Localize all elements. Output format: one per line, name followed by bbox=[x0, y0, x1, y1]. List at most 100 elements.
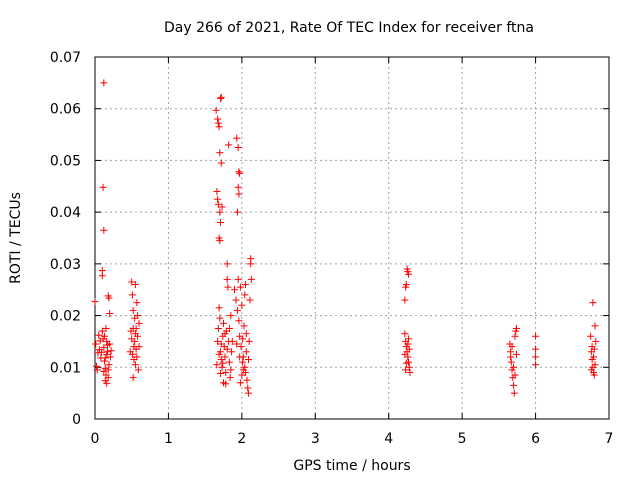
data-point bbox=[216, 208, 224, 216]
data-point bbox=[213, 361, 221, 369]
data-point bbox=[98, 348, 106, 356]
data-point bbox=[219, 359, 227, 367]
data-point bbox=[217, 93, 225, 101]
data-point bbox=[405, 270, 413, 278]
data-point bbox=[95, 331, 103, 339]
data-point bbox=[401, 350, 409, 358]
data-point bbox=[128, 291, 136, 299]
data-point bbox=[217, 369, 225, 377]
data-point bbox=[238, 301, 246, 309]
plot-frame bbox=[94, 56, 610, 420]
data-point bbox=[225, 358, 233, 366]
x-tick-label: 5 bbox=[458, 431, 467, 447]
data-point bbox=[217, 94, 225, 102]
data-point bbox=[132, 345, 140, 353]
y-tick-label: 0.04 bbox=[50, 205, 81, 221]
data-point bbox=[402, 359, 410, 367]
y-tick-label: 0.02 bbox=[50, 309, 81, 325]
data-point bbox=[226, 374, 234, 382]
data-point bbox=[129, 374, 137, 382]
data-point bbox=[589, 299, 597, 307]
data-point bbox=[228, 337, 236, 345]
data-point bbox=[512, 325, 520, 332]
data-point bbox=[233, 134, 241, 142]
data-point bbox=[214, 195, 222, 203]
data-point bbox=[94, 349, 102, 357]
data-point bbox=[216, 237, 224, 245]
data-point bbox=[239, 358, 247, 366]
data-point bbox=[234, 144, 242, 151]
data-point bbox=[215, 123, 223, 131]
grid-lines bbox=[95, 57, 609, 419]
data-point bbox=[220, 319, 227, 327]
data-point bbox=[247, 275, 255, 283]
data-point bbox=[100, 79, 108, 87]
y-tick-label: 0.03 bbox=[50, 257, 81, 273]
data-point bbox=[401, 296, 409, 304]
data-point bbox=[93, 366, 101, 374]
data-point bbox=[238, 371, 246, 379]
data-point bbox=[590, 345, 598, 353]
data-point bbox=[587, 332, 595, 340]
data-point bbox=[235, 168, 243, 176]
data-point bbox=[590, 371, 598, 379]
data-point bbox=[511, 332, 519, 340]
data-point bbox=[247, 255, 255, 263]
data-point bbox=[223, 345, 231, 353]
data-point bbox=[105, 361, 113, 369]
data-point bbox=[221, 353, 229, 361]
data-point bbox=[244, 356, 252, 364]
data-point bbox=[587, 366, 595, 374]
axis-ticks: 0 1 2 3 4 5 6 7 0 0.01 0.02 0.03 0.04 0.05 0.06 0.07 bbox=[50, 50, 614, 447]
y-tick-label: 0.06 bbox=[50, 102, 81, 118]
data-point bbox=[591, 361, 599, 369]
data-point bbox=[215, 304, 223, 312]
data-point bbox=[402, 366, 410, 374]
data-point bbox=[241, 291, 249, 299]
data-point bbox=[224, 283, 232, 291]
data-point bbox=[244, 384, 252, 392]
data-point bbox=[103, 379, 111, 387]
data-point bbox=[405, 363, 413, 371]
data-point bbox=[214, 325, 222, 332]
data-point bbox=[98, 327, 106, 335]
data-point bbox=[134, 312, 142, 320]
data-point bbox=[510, 389, 518, 397]
data-point bbox=[217, 218, 225, 226]
data-point bbox=[232, 296, 240, 304]
data-point bbox=[106, 310, 114, 318]
data-point bbox=[103, 348, 111, 356]
data-point bbox=[243, 376, 251, 384]
data-point bbox=[216, 149, 224, 157]
data-point bbox=[106, 353, 114, 361]
x-tick-label: 7 bbox=[605, 431, 614, 447]
data-point bbox=[91, 298, 99, 306]
data-point bbox=[234, 183, 242, 191]
data-point bbox=[107, 347, 115, 355]
data-point bbox=[532, 361, 540, 369]
data-point bbox=[129, 325, 137, 332]
data-point bbox=[236, 283, 244, 291]
data-point bbox=[131, 281, 139, 289]
data-point bbox=[218, 363, 226, 371]
data-point bbox=[92, 362, 100, 370]
data-point bbox=[223, 260, 231, 268]
data-point bbox=[510, 381, 518, 389]
y-tick-label: 0.01 bbox=[50, 360, 81, 376]
data-point bbox=[507, 358, 515, 366]
data-point bbox=[215, 350, 223, 358]
data-point bbox=[227, 312, 235, 320]
data-point bbox=[218, 203, 226, 211]
data-point bbox=[237, 343, 245, 351]
data-point bbox=[511, 371, 519, 379]
data-point bbox=[104, 366, 112, 374]
data-point bbox=[217, 340, 225, 348]
x-tick-label: 0 bbox=[91, 431, 100, 447]
data-point bbox=[225, 325, 233, 332]
x-tick-label: 3 bbox=[311, 431, 320, 447]
data-point bbox=[213, 187, 221, 195]
data-point bbox=[212, 106, 220, 114]
data-point bbox=[99, 183, 107, 191]
data-point bbox=[223, 275, 231, 283]
